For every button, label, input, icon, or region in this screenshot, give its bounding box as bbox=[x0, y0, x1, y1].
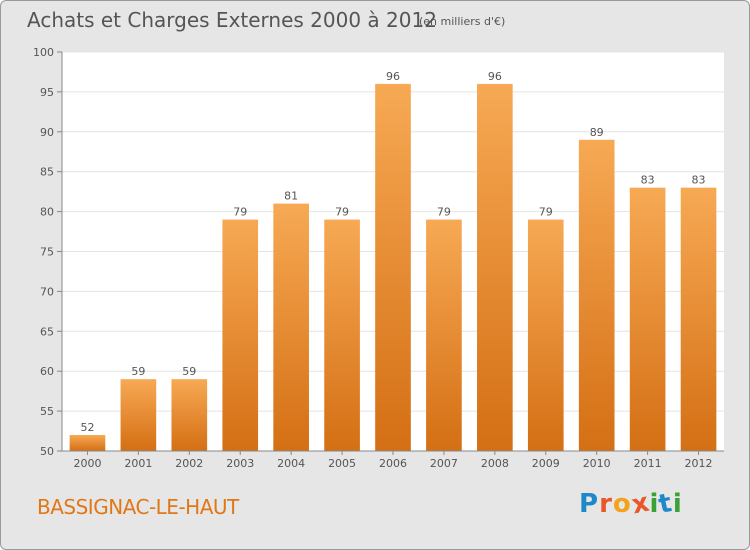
logo-letter: o bbox=[612, 489, 632, 519]
bars bbox=[69, 83, 717, 452]
bar bbox=[527, 219, 564, 451]
bar bbox=[120, 379, 157, 451]
y-tick-label: 70 bbox=[40, 285, 54, 298]
x-tick-label: 2003 bbox=[226, 457, 254, 470]
bar-value-label: 81 bbox=[284, 190, 298, 203]
place-name: BASSIGNAC-LE-HAUT bbox=[37, 495, 239, 519]
bar-value-label: 79 bbox=[539, 206, 553, 219]
axes bbox=[57, 51, 724, 455]
bar-value-label: 59 bbox=[182, 365, 196, 378]
logo-letter: P bbox=[579, 489, 600, 519]
x-tick-label: 2006 bbox=[379, 457, 407, 470]
y-tick-label: 65 bbox=[40, 325, 54, 338]
y-tick-label: 100 bbox=[33, 46, 54, 59]
bar-value-label: 59 bbox=[131, 365, 145, 378]
bar bbox=[477, 83, 513, 452]
chart-subtitle: (en milliers d'€) bbox=[419, 15, 506, 28]
y-tick-label: 80 bbox=[40, 206, 54, 219]
bar-value-label: 79 bbox=[437, 206, 451, 219]
bar-value-label: 96 bbox=[386, 70, 400, 83]
y-tick-label: 75 bbox=[40, 246, 54, 259]
y-tick-label: 60 bbox=[40, 365, 54, 378]
bar bbox=[222, 219, 259, 451]
bar-value-label: 79 bbox=[233, 206, 247, 219]
x-tick-label: 2007 bbox=[430, 457, 458, 470]
bar bbox=[680, 187, 717, 451]
logo-letter: i bbox=[649, 489, 660, 519]
x-tick-label: 2008 bbox=[481, 457, 509, 470]
bar-value-label: 96 bbox=[488, 70, 502, 83]
bar-value-label: 52 bbox=[80, 421, 94, 434]
logo-letter: r bbox=[599, 489, 613, 519]
x-tick-label: 2012 bbox=[685, 457, 713, 470]
y-tick-label: 55 bbox=[40, 405, 54, 418]
bar bbox=[578, 139, 615, 451]
bar-value-label: 83 bbox=[641, 174, 655, 187]
bar bbox=[69, 435, 106, 451]
bar bbox=[426, 219, 462, 451]
x-tick-label: 2005 bbox=[328, 457, 356, 470]
y-tick-label: 85 bbox=[40, 166, 54, 179]
bar-value-label: 83 bbox=[692, 174, 706, 187]
y-tick-label: 90 bbox=[40, 126, 54, 139]
y-tick-label: 95 bbox=[40, 86, 54, 99]
bar bbox=[629, 187, 666, 451]
y-tick-label: 50 bbox=[40, 445, 54, 458]
x-tick-label: 2010 bbox=[583, 457, 611, 470]
logo-letter: i bbox=[672, 489, 683, 519]
proxiti-logo: Proxiti bbox=[579, 487, 683, 520]
bar-value-label: 79 bbox=[335, 206, 349, 219]
x-tick-label: 2004 bbox=[277, 457, 305, 470]
bar bbox=[273, 203, 309, 451]
x-tick-label: 2000 bbox=[73, 457, 101, 470]
bar-value-label: 89 bbox=[590, 126, 604, 139]
x-tick-label: 2001 bbox=[124, 457, 152, 470]
x-tick-label: 2002 bbox=[175, 457, 203, 470]
x-tick-label: 2011 bbox=[634, 457, 662, 470]
bar bbox=[324, 219, 360, 451]
bar bbox=[375, 83, 411, 452]
data-labels: 52 59 59 79 81 79 96 79 96 79 89 83 83 bbox=[80, 70, 705, 434]
x-tick-labels: 2000 2001 2002 2003 2004 2005 2006 2007 2008 2009… bbox=[73, 457, 712, 470]
x-tick-label: 2009 bbox=[532, 457, 560, 470]
y-tick-labels: 50 55 60 65 70 75 80 85 90 95 100 bbox=[33, 46, 54, 458]
chart-title: Achats et Charges Externes 2000 à 2012 bbox=[27, 8, 437, 32]
bar bbox=[171, 379, 208, 451]
